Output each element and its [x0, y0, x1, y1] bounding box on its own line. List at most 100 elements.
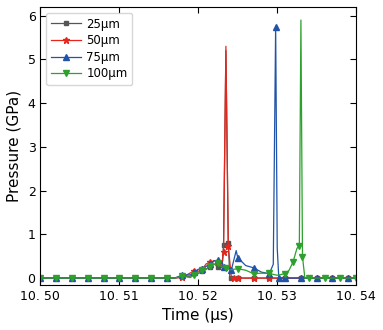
- 50μm: [54, 276, 59, 280]
- 75μm: [234, 248, 239, 252]
- 25μm: [346, 276, 350, 280]
- 25μm: [259, 276, 264, 280]
- 25μm: [109, 276, 114, 280]
- 25μm: [125, 276, 129, 280]
- 75μm: [38, 276, 43, 280]
- 25μm: [231, 276, 236, 280]
- 25μm: [306, 276, 311, 280]
- 50μm: [141, 276, 145, 280]
- 100μm: [299, 18, 303, 22]
- 50μm: [149, 276, 153, 280]
- 25μm: [141, 276, 145, 280]
- 50μm: [275, 276, 280, 280]
- 50μm: [306, 276, 311, 280]
- 50μm: [291, 276, 295, 280]
- 50μm: [299, 276, 303, 280]
- 50μm: [259, 276, 264, 280]
- 50μm: [212, 259, 216, 263]
- 50μm: [180, 276, 185, 280]
- 50μm: [221, 250, 226, 254]
- 25μm: [196, 271, 201, 275]
- 50μm: [46, 276, 51, 280]
- 25μm: [220, 266, 224, 270]
- 25μm: [188, 274, 193, 278]
- 25μm: [236, 276, 240, 280]
- 50μm: [85, 276, 90, 280]
- 25μm: [330, 276, 335, 280]
- 75μm: [70, 276, 74, 280]
- 50μm: [192, 270, 196, 274]
- 25μm: [354, 276, 358, 280]
- X-axis label: Time (μs): Time (μs): [162, 308, 234, 323]
- 50μm: [196, 269, 201, 273]
- 50μm: [157, 276, 161, 280]
- 50μm: [70, 276, 74, 280]
- 25μm: [208, 265, 213, 269]
- 100μm: [125, 276, 129, 280]
- 75μm: [273, 25, 278, 29]
- 100μm: [354, 276, 358, 280]
- 50μm: [109, 276, 114, 280]
- 25μm: [157, 276, 161, 280]
- 25μm: [251, 276, 256, 280]
- 50μm: [283, 276, 287, 280]
- 100μm: [157, 276, 161, 280]
- 25μm: [322, 276, 327, 280]
- 50μm: [62, 276, 66, 280]
- 75μm: [330, 276, 335, 280]
- 50μm: [117, 276, 122, 280]
- 50μm: [172, 276, 177, 280]
- 25μm: [216, 265, 220, 269]
- 25μm: [192, 271, 196, 275]
- 50μm: [125, 276, 129, 280]
- 50μm: [93, 276, 98, 280]
- 50μm: [231, 276, 236, 280]
- 50μm: [188, 271, 193, 275]
- 75μm: [243, 264, 248, 268]
- Line: 25μm: 25μm: [38, 48, 358, 280]
- Line: 100μm: 100μm: [38, 17, 359, 281]
- 50μm: [243, 276, 248, 280]
- 50μm: [229, 276, 234, 280]
- 25μm: [54, 276, 59, 280]
- 100μm: [38, 276, 43, 280]
- 50μm: [314, 276, 319, 280]
- 25μm: [117, 276, 122, 280]
- 25μm: [299, 276, 303, 280]
- 25μm: [283, 276, 287, 280]
- 25μm: [180, 275, 185, 279]
- 50μm: [224, 44, 228, 48]
- 25μm: [93, 276, 98, 280]
- 100μm: [346, 276, 350, 280]
- 50μm: [164, 276, 169, 280]
- 100μm: [259, 271, 264, 275]
- 50μm: [267, 276, 272, 280]
- Line: 50μm: 50μm: [37, 43, 359, 281]
- 50μm: [338, 276, 343, 280]
- 50μm: [330, 276, 335, 280]
- 50μm: [77, 276, 82, 280]
- 25μm: [291, 276, 295, 280]
- 25μm: [85, 276, 90, 280]
- 50μm: [234, 276, 239, 280]
- 50μm: [346, 276, 350, 280]
- 25μm: [200, 269, 205, 273]
- 25μm: [275, 276, 280, 280]
- 50μm: [220, 264, 224, 268]
- 50μm: [251, 276, 256, 280]
- 25μm: [149, 276, 153, 280]
- 25μm: [267, 276, 272, 280]
- 25μm: [62, 276, 66, 280]
- 25μm: [46, 276, 51, 280]
- 25μm: [228, 276, 232, 280]
- 50μm: [133, 276, 137, 280]
- 25μm: [212, 262, 216, 266]
- 50μm: [204, 262, 208, 266]
- 25μm: [172, 276, 177, 280]
- 50μm: [354, 276, 358, 280]
- 50μm: [101, 276, 106, 280]
- 25μm: [70, 276, 74, 280]
- 50μm: [208, 260, 213, 264]
- 25μm: [229, 276, 234, 280]
- 25μm: [243, 276, 248, 280]
